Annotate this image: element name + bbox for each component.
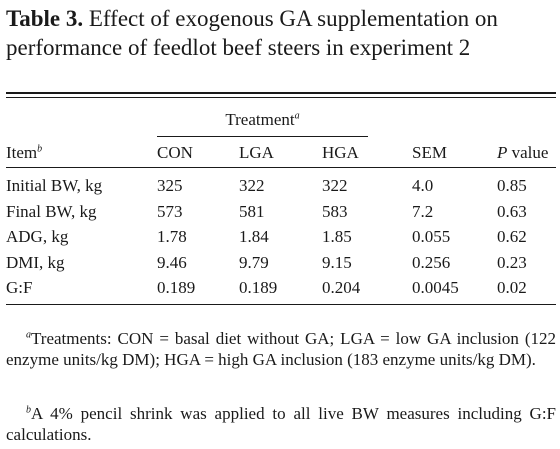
hga-cell: 322 (322, 176, 348, 195)
sem-cell: 0.256 (412, 252, 451, 272)
sem-cell: 0.055 (412, 227, 451, 246)
footnote-a: aTreatments: CON = basal diet without GA… (6, 329, 556, 369)
p-value-column-header: P value (497, 143, 549, 162)
con-cell: 9.46 (157, 252, 187, 272)
hga-cell: 0.204 (322, 278, 361, 297)
table-caption: Table 3. Effect of exogenous GA suppleme… (6, 4, 556, 62)
top-rule-thick (6, 92, 556, 94)
row-item-cell: G:F (6, 278, 33, 297)
row-item-cell: Initial BW, kg (6, 176, 103, 195)
lga-cell: 0.189 (239, 278, 278, 297)
sem-cell: 0.0045 (412, 278, 459, 297)
item-column-header: Itemb (6, 143, 43, 162)
top-rule-thin (6, 97, 556, 98)
lga-column-header: LGA (239, 143, 274, 162)
con-cell: 325 (157, 176, 183, 195)
sem-column-header: SEM (412, 143, 447, 162)
lga-cell: 581 (239, 201, 265, 221)
p-value-cell: 0.85 (497, 176, 527, 195)
hga-column-header: HGA (322, 143, 359, 162)
footnote-b: bA 4% pencil shrink was applied to all l… (6, 404, 556, 444)
con-cell: 573 (157, 201, 183, 221)
p-value-cell: 0.02 (497, 278, 527, 297)
header-rule (6, 167, 556, 168)
hga-cell: 1.85 (322, 227, 352, 246)
lga-cell: 1.84 (239, 227, 269, 246)
p-value-cell: 0.62 (497, 227, 527, 246)
hga-cell: 9.15 (322, 252, 352, 272)
sem-cell: 4.0 (412, 176, 434, 195)
table-label: Table 3. (6, 6, 84, 31)
lga-cell: 9.79 (239, 252, 269, 272)
row-item-cell: ADG, kg (6, 227, 69, 246)
treatment-group-header: Treatmenta (225, 110, 300, 129)
p-value-cell: 0.63 (497, 201, 527, 221)
con-column-header: CON (157, 143, 193, 162)
lga-cell: 322 (239, 176, 265, 195)
bottom-rule (6, 304, 556, 305)
treatment-group-rule (157, 136, 368, 137)
p-value-cell: 0.23 (497, 252, 527, 272)
sem-cell: 7.2 (412, 201, 434, 221)
hga-cell: 583 (322, 201, 348, 221)
con-cell: 1.78 (157, 227, 187, 246)
row-item-cell: Final BW, kg (6, 201, 97, 221)
row-item-cell: DMI, kg (6, 252, 65, 272)
con-cell: 0.189 (157, 278, 196, 297)
table-title: Effect of exogenous GA supplementation o… (6, 6, 498, 60)
